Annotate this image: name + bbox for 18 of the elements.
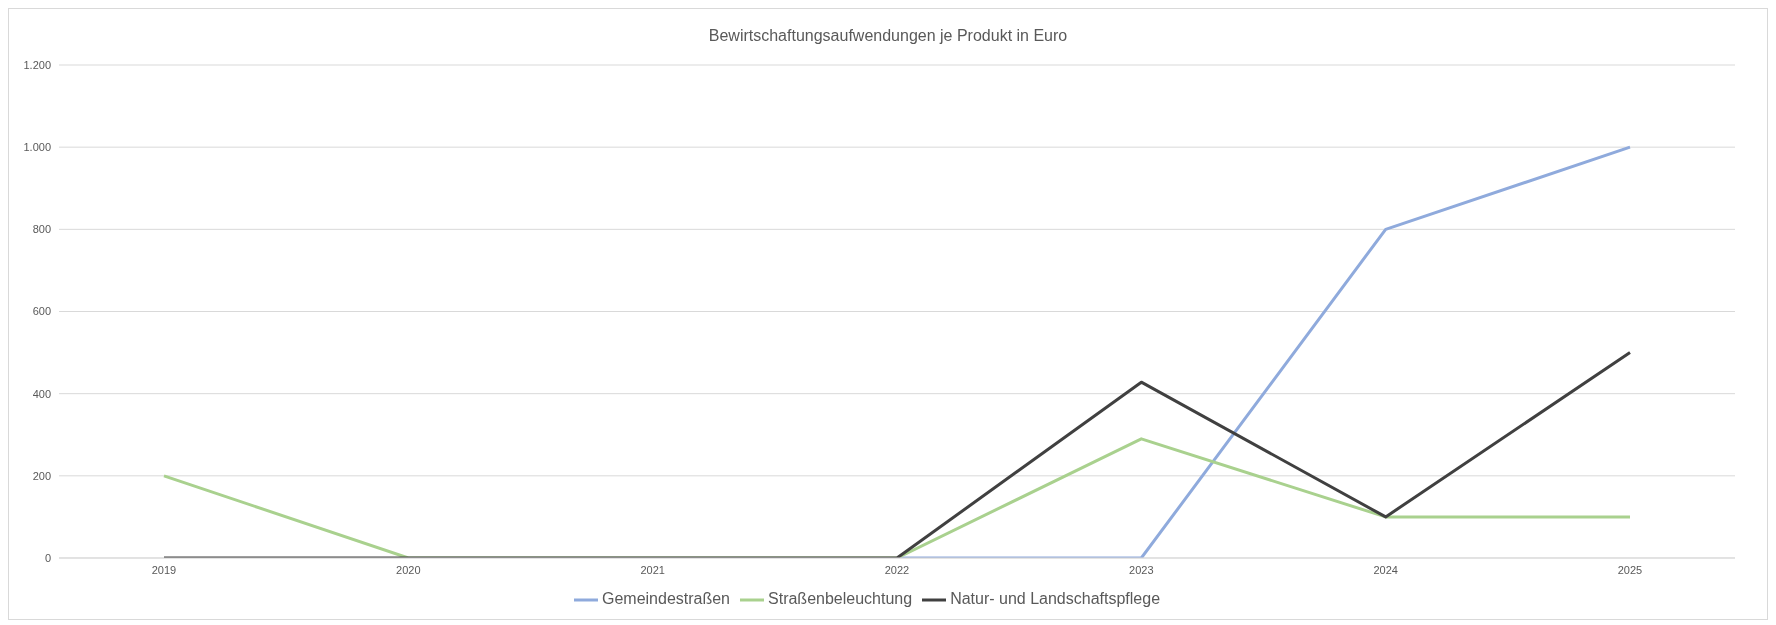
y-tick-label: 0 xyxy=(44,551,51,564)
legend-label: Natur- und Landschaftspflege xyxy=(950,590,1161,608)
y-tick-label: 1.000 xyxy=(23,141,51,154)
x-tick-label: 2022 xyxy=(884,563,910,576)
y-tick-label: 400 xyxy=(32,387,51,400)
legend-label: Straßenbeleuchtung xyxy=(768,590,913,608)
y-tick-label: 600 xyxy=(32,305,51,318)
legend-label: Gemeindestraßen xyxy=(601,590,731,608)
x-tick-label: 2025 xyxy=(1617,563,1643,576)
x-tick-label: 2020 xyxy=(396,563,421,576)
x-tick-label: 2023 xyxy=(1129,563,1154,576)
y-tick-label: 800 xyxy=(32,223,51,236)
y-tick-label: 1.200 xyxy=(23,58,51,71)
x-tick-label: 2024 xyxy=(1373,563,1398,576)
y-tick-label: 200 xyxy=(32,469,51,482)
x-tick-label: 2021 xyxy=(640,563,665,576)
x-tick-label: 2019 xyxy=(151,563,177,576)
chart-title: Bewirtschaftungsaufwendungen je Produkt in Euro xyxy=(707,26,1069,46)
